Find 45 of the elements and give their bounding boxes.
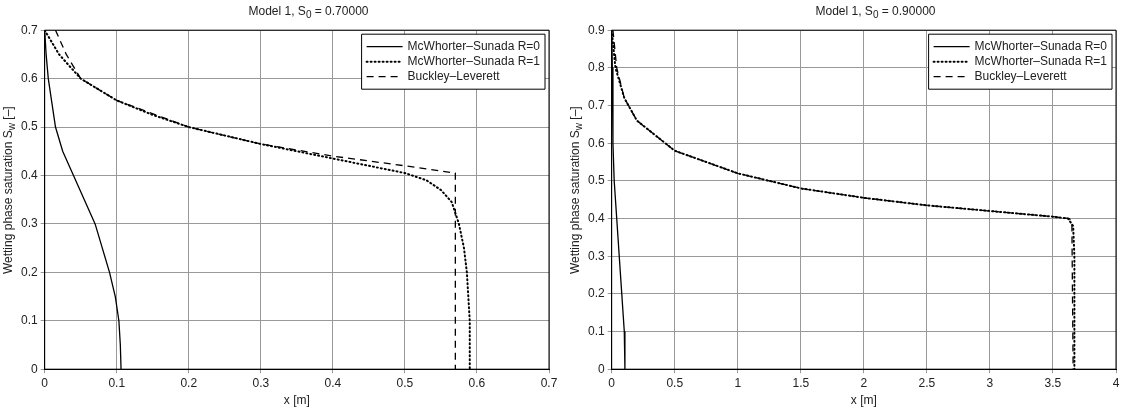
chart-title: Model 1, S$_{0}$ = 0.90000: [814, 4, 937, 21]
legend-label: McWhorter–Sunada R=1: [974, 54, 1108, 69]
y-tick-label: 0.1: [20, 313, 38, 328]
y-tick-label: 0.1: [587, 323, 605, 338]
x-tick-label: 3.5: [1044, 375, 1062, 390]
y-tick-label: 0: [30, 361, 38, 376]
y-tick-label: 0.2: [20, 264, 38, 279]
legend-label: Buckley–Leverett: [407, 69, 501, 84]
x-tick-label: 0: [608, 375, 616, 390]
y-tick-label: 0.7: [20, 22, 38, 37]
y-tick-label: 0.2: [587, 286, 605, 301]
x-tick-label: 0.5: [666, 375, 684, 390]
legend-label: McWhorter–Sunada R=1: [407, 54, 541, 69]
y-tick-label: 0.3: [587, 248, 605, 263]
x-tick-label: 2.5: [918, 375, 936, 390]
chart-title: Model 1, S$_{0}$ = 0.70000: [247, 4, 370, 21]
y-tick-label: 0.4: [587, 210, 605, 225]
y-tick-label: 0.4: [20, 167, 38, 182]
x-tick-label: 0.5: [396, 375, 414, 390]
y-tick-label: 0.5: [20, 119, 38, 134]
x-tick-label: 0.6: [468, 375, 486, 390]
x-tick-label: 0.4: [324, 375, 342, 390]
y-tick-label: 0.7: [587, 97, 605, 112]
y-tick-label: 0: [597, 361, 605, 376]
x-tick-label: 0.1: [108, 375, 126, 390]
x-tick-label: 3: [986, 375, 994, 390]
x-axis-title: x [m]: [283, 393, 310, 408]
y-tick-label: 0.3: [20, 216, 38, 231]
legend-label: Buckley–Leverett: [974, 69, 1068, 84]
x-tick-label: 1: [734, 375, 742, 390]
x-tick-label: 1.5: [792, 375, 810, 390]
y-tick-label: 0.8: [587, 60, 605, 75]
x-tick-label: 2: [860, 375, 868, 390]
y-tick-label: 0.6: [20, 70, 38, 85]
legend-label: McWhorter–Sunada R=0: [974, 39, 1108, 54]
x-axis-title: x [m]: [850, 393, 877, 408]
y-tick-label: 0.9: [587, 22, 605, 37]
legend-label: McWhorter–Sunada R=0: [407, 39, 541, 54]
x-tick-label: 4: [1112, 375, 1120, 390]
y-tick-label: 0.6: [587, 135, 605, 150]
x-tick-label: 0.2: [180, 375, 198, 390]
x-tick-label: 0: [41, 375, 49, 390]
x-tick-label: 0.7: [540, 375, 558, 390]
y-tick-label: 0.5: [587, 173, 605, 188]
x-tick-label: 0.3: [252, 375, 270, 390]
